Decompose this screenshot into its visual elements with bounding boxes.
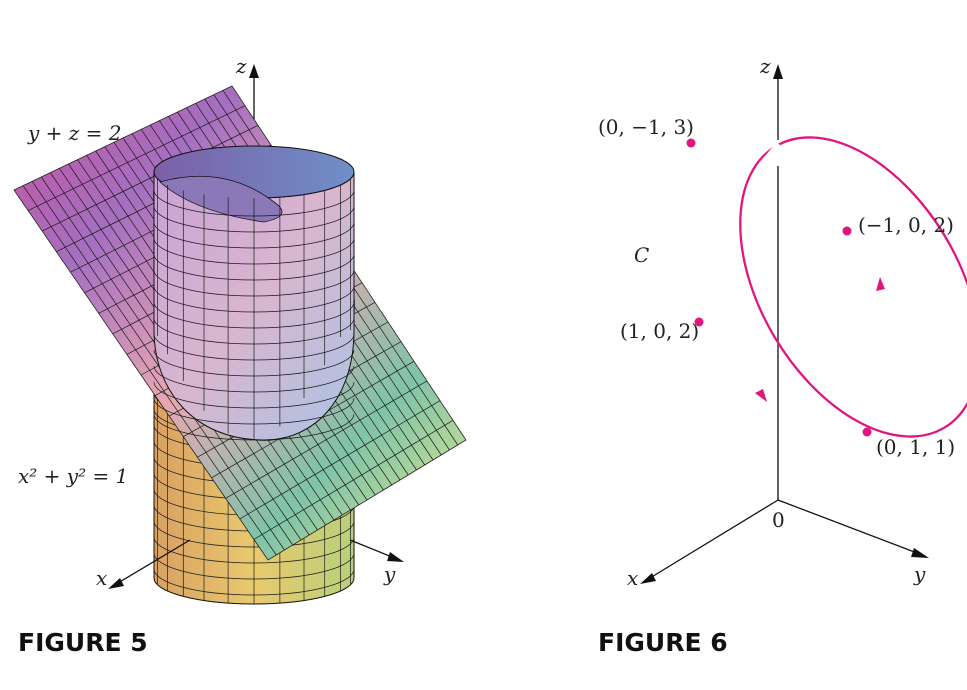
point-bottom [862, 427, 872, 437]
cylinder-upper-part [153, 145, 355, 441]
x-axis-label: x [627, 566, 638, 590]
x-axis-arrowhead [108, 578, 124, 589]
y-axis-label: y [913, 562, 926, 586]
figure-5-caption: FIGURE 5 [18, 628, 148, 657]
curve-c [739, 136, 967, 438]
z-axis-label: z [759, 54, 771, 78]
point-left [694, 317, 704, 327]
point-top [686, 138, 696, 148]
figure-6: (0, −1, 3) (−1, 0, 2) (1, 0, 2) (0, 1, 1… [480, 0, 967, 690]
x-axis-label: x [96, 566, 107, 590]
x-axis-arrowhead [640, 573, 656, 584]
z-axis-label: z [235, 54, 247, 78]
z-axis-arrowhead [773, 64, 783, 79]
y-axis-arrowhead [911, 548, 929, 558]
curve-direction-arrow-right [876, 277, 885, 291]
z-axis-arrowhead [249, 64, 259, 78]
y-axis [777, 499, 918, 554]
point-label-left: (1, 0, 2) [620, 319, 699, 343]
curve-gap [763, 142, 785, 164]
figure-5-graphic: z x y y + z = 2 x² + y² = 1 FIGURE 5 [13, 54, 467, 657]
x-axis [117, 539, 191, 584]
origin-label: 0 [772, 508, 785, 532]
x-axis [649, 499, 779, 579]
point-label-right: (−1, 0, 2) [858, 213, 954, 237]
plane-equation-label: y + z = 2 [27, 121, 122, 145]
cylinder-equation-label: x² + y² = 1 [18, 464, 128, 488]
figure-6-caption: FIGURE 6 [598, 628, 728, 657]
y-axis [349, 539, 393, 558]
point-right [842, 226, 852, 236]
point-label-top: (0, −1, 3) [598, 115, 694, 139]
figure-6-graphic: (0, −1, 3) (−1, 0, 2) (1, 0, 2) (0, 1, 1… [598, 54, 967, 657]
y-axis-label: y [383, 562, 396, 586]
curve-label: C [634, 243, 649, 267]
point-label-bottom: (0, 1, 1) [876, 435, 955, 459]
figure-5: z x y y + z = 2 x² + y² = 1 FIGURE 5 [0, 0, 480, 690]
y-axis-arrowhead [387, 552, 404, 562]
curve-c-group [739, 136, 967, 438]
curve-direction-arrow-bottom [755, 389, 767, 402]
